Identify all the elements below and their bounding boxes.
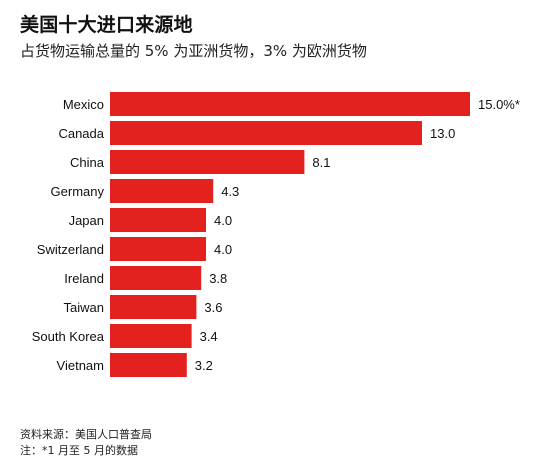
value-label: 4.0	[214, 213, 232, 228]
value-label: 3.2	[195, 358, 213, 373]
bar	[110, 266, 202, 290]
category-label: Taiwan	[64, 300, 104, 315]
bar	[110, 295, 197, 319]
chart-subtitle: 占货物运输总量的 5% 为亚洲货物，3% 为欧洲货物	[20, 42, 367, 60]
category-label: South Korea	[32, 329, 105, 344]
source-note: 资料来源：美国人口普查局	[20, 428, 152, 441]
bar	[110, 208, 206, 232]
bar-chart: Mexico 15.0%* Canada 13.0 China 8.1 Germany 4.3…	[32, 92, 520, 377]
value-label: 4.3	[221, 184, 239, 199]
category-label: China	[70, 155, 105, 170]
value-label: 3.6	[204, 300, 222, 315]
bar	[110, 324, 192, 348]
chart-title: 美国十大进口来源地	[20, 14, 193, 36]
value-label: 3.8	[209, 271, 227, 286]
bar	[110, 237, 206, 261]
category-label: Japan	[69, 213, 104, 228]
category-label: Vietnam	[57, 358, 104, 373]
chart-footer: 资料来源：美国人口普查局 注：*1 月至 5 月的数据	[20, 427, 152, 459]
value-label: 3.4	[200, 329, 218, 344]
data-note: 注：*1 月至 5 月的数据	[20, 444, 138, 457]
bar	[110, 121, 422, 145]
bar	[110, 92, 470, 116]
value-label: 15.0%*	[478, 97, 520, 112]
category-label: Germany	[51, 184, 105, 199]
bar	[110, 179, 214, 203]
category-label: Canada	[58, 126, 104, 141]
category-label: Switzerland	[37, 242, 104, 257]
value-label: 8.1	[312, 155, 330, 170]
value-label: 4.0	[214, 242, 232, 257]
category-label: Mexico	[63, 97, 104, 112]
bar	[110, 353, 187, 377]
category-label: Ireland	[64, 271, 104, 286]
value-label: 13.0	[430, 126, 455, 141]
bar	[110, 150, 305, 174]
